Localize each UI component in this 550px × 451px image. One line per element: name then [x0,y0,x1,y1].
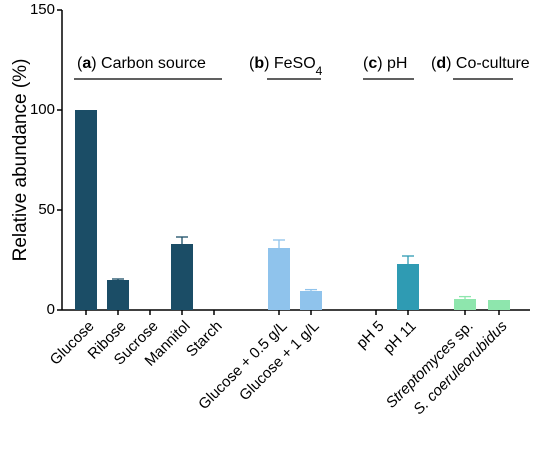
error-bar [459,295,471,299]
bar [397,264,419,310]
group-labels: (a) Carbon source (b) FeSO4 (c) pH (d) Co-c… [74,55,530,80]
group-label-a: (a) Carbon source [77,55,206,72]
group-label-c: (c) pH [363,55,407,72]
category-labels: GlucoseRiboseSucroseMannitolStarchGlucos… [47,317,511,418]
y-tick-label: 0 [47,301,55,318]
y-tick-label: 50 [38,201,55,218]
error-bar [402,255,414,264]
bar [75,110,97,310]
bar [171,244,193,310]
bar [300,291,322,310]
x-tick-label: Starch [183,318,226,361]
bar [454,299,476,310]
y-tick-label: 100 [30,101,55,118]
group-label-d: (d) Co-culture [431,55,530,72]
bars [75,110,510,310]
error-bar [176,236,188,244]
error-bar [305,288,317,291]
error-bar [273,239,285,248]
group-label-b: (b) FeSO4 [249,55,323,78]
y-axis-label: Relative abundance (%) [10,59,31,262]
error-bar [112,278,124,280]
axes: 0 50 100 150 [30,1,530,318]
y-tick-label: 150 [30,1,55,18]
x-tick-label: Glucose [47,318,98,369]
x-tick-label: pH 11 [380,318,420,358]
bar [488,300,510,310]
bar [268,248,290,310]
bar [107,280,129,310]
